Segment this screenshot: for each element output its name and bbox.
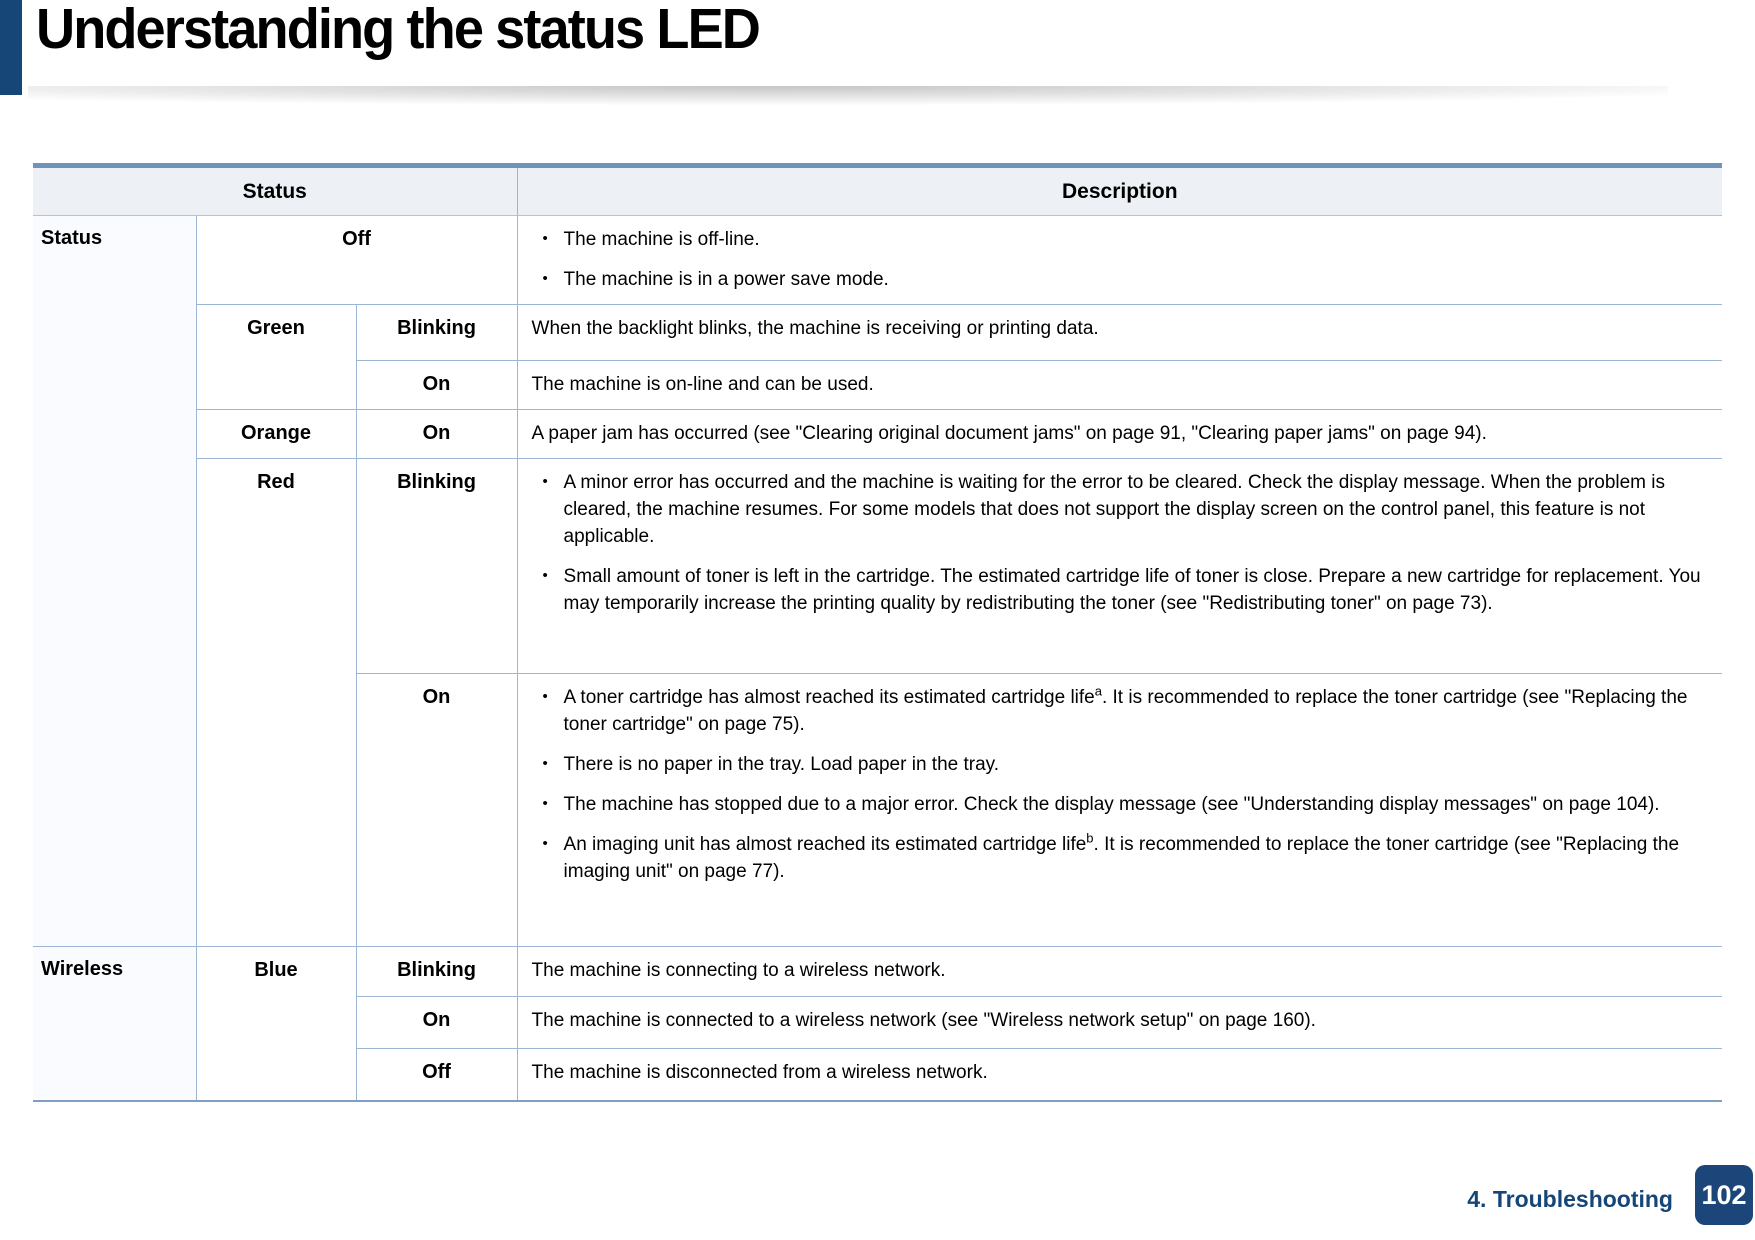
bullet-list: The machine is off-line. The machine is … (532, 227, 1709, 294)
cell-desc-red-on: A toner cartridge has almost reached its… (516, 672, 1723, 947)
cell-color-red: Red (195, 457, 357, 947)
cell-color-green: Green (195, 303, 357, 410)
bullet-item: There is no paper in the tray. Load pape… (532, 752, 1709, 779)
bullet-item: A minor error has occurred and the machi… (532, 470, 1709, 551)
bullet-item: The machine is in a power save mode. (532, 267, 1709, 294)
table-row: Green Blinking When the backlight blinks… (33, 303, 1723, 410)
cell-group-wireless: Wireless (33, 945, 197, 1102)
cell-desc-wireless-off: The machine is disconnected from a wirel… (516, 1047, 1723, 1102)
bullet-text: The machine has stopped due to a major e… (563, 793, 1660, 815)
title-accent-bar (0, 0, 22, 95)
table-header-row: Status Description (33, 165, 1723, 216)
cell-state-wireless-off: Off (355, 1047, 518, 1102)
cell-desc-green-on: The machine is on-line and can be used. (516, 359, 1723, 410)
table-row: Status Off The machine is off-line. The … (33, 215, 1723, 947)
cell-desc-wireless-blinking: The machine is connecting to a wireless … (516, 945, 1723, 997)
bullet-item: A toner cartridge has almost reached its… (532, 685, 1709, 739)
cell-desc-green-blinking: When the backlight blinks, the machine i… (516, 303, 1723, 361)
bullet-text: An imaging unit has almost reached its e… (563, 833, 1087, 855)
title-shadow-divider (28, 86, 1668, 112)
cell-state-off: Off (195, 215, 518, 305)
page-number-badge: 102 (1695, 1165, 1753, 1225)
cell-desc-orange-on: A paper jam has occurred (see "Clearing … (516, 408, 1723, 459)
cell-group-status: Status (33, 215, 197, 947)
bullet-item: The machine has stopped due to a major e… (532, 792, 1709, 819)
table-row: Off The machine is disconnected from a w… (33, 1047, 1723, 1102)
cell-state-red-on: On (355, 672, 518, 947)
cell-state-green-on: On (355, 359, 518, 410)
column-header-status: Status (33, 165, 518, 216)
cell-state-wireless-blinking: Blinking (355, 945, 518, 997)
page-title: Understanding the status LED (36, 0, 761, 61)
table-row: Red Blinking A minor error has occurred … (33, 457, 1723, 947)
cell-state-red-blinking: Blinking (355, 457, 518, 674)
footer-chapter-label: 4. Troubleshooting (1467, 1186, 1673, 1212)
table-row: On The machine is connected to a wireles… (33, 995, 1723, 1049)
table-row: On The machine is on-line and can be use… (33, 359, 1723, 410)
cell-color-orange: Orange (195, 408, 357, 459)
bullet-text: There is no paper in the tray. Load pape… (563, 753, 1000, 775)
bullet-item: Small amount of toner is left in the car… (532, 564, 1709, 618)
bullet-text: . It is recommended to replace the toner… (563, 833, 1680, 882)
cell-color-blue: Blue (195, 945, 357, 1102)
footnote-marker: a (1094, 683, 1102, 699)
bullet-item: An imaging unit has almost reached its e… (532, 830, 1709, 886)
status-led-table: Status Description Status Off The machin… (33, 163, 1723, 1103)
bullet-item: The machine is off-line. (532, 227, 1709, 254)
column-header-description: Description (516, 165, 1723, 216)
bullet-list: A minor error has occurred and the machi… (532, 470, 1709, 618)
table-row: Wireless Blue Blinking The machine is co… (33, 945, 1723, 1102)
bullet-text: . It is recommended to replace the toner… (563, 686, 1688, 735)
cell-state-green-blinking: Blinking (355, 303, 518, 361)
bullet-list: A toner cartridge has almost reached its… (532, 685, 1709, 886)
bullet-text: A toner cartridge has almost reached its… (563, 686, 1095, 708)
cell-desc-wireless-on: The machine is connected to a wireless n… (516, 995, 1723, 1049)
cell-state-wireless-on: On (355, 995, 518, 1049)
table-row: On A toner cartridge has almost reached … (33, 672, 1723, 947)
table-row: Orange On A paper jam has occurred (see … (33, 408, 1723, 459)
cell-state-orange-on: On (355, 408, 518, 459)
footnote-marker: b (1086, 830, 1094, 846)
cell-desc-off: The machine is off-line. The machine is … (516, 215, 1723, 305)
cell-desc-red-blinking: A minor error has occurred and the machi… (516, 457, 1723, 674)
